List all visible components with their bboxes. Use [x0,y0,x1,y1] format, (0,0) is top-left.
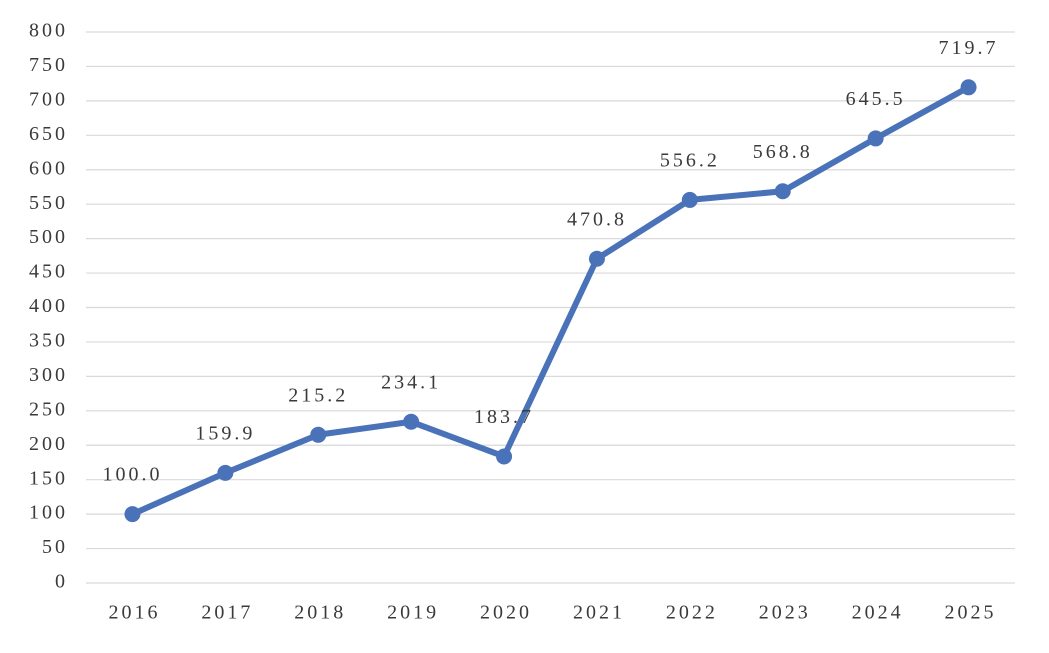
x-tick-label: 2018 [294,602,346,624]
marker [588,250,605,267]
y-tick-label: 450 [29,261,68,283]
x-tick-label: 2020 [480,602,532,624]
marker [217,464,234,481]
y-tick-label: 400 [29,295,68,317]
data-label: 100.0 [102,464,162,486]
x-tick-label: 2019 [387,602,439,624]
data-label: 556.2 [660,150,720,172]
line [131,84,970,517]
y-tick-label: 0 [55,571,68,593]
y-tick-label: 500 [29,226,68,248]
marker [774,183,791,200]
marker [867,130,884,147]
data-label: 183.7 [474,406,534,428]
x-tick-label: 2021 [573,602,625,624]
x-tick-label: 2022 [666,602,718,624]
x-tick-label: 2017 [201,602,253,624]
data-label: 719.7 [939,37,999,59]
y-tick-label: 550 [29,192,68,214]
x-tick-label: 2016 [108,602,160,624]
data-label: 645.5 [846,88,906,110]
data-label: 470.8 [567,208,627,230]
y-tick-label: 750 [29,54,68,76]
y-tick-label: 350 [29,330,68,352]
marker [960,79,977,96]
y-tick-label: 650 [29,123,68,145]
data-label: 234.1 [381,371,441,393]
y-tick-label: 600 [29,157,68,179]
y-tick-label: 150 [29,467,68,489]
data-label: 568.8 [753,141,813,163]
y-tick-label: 50 [42,536,68,558]
marker [496,448,513,465]
x-tick-label: 2023 [759,602,811,624]
marker [681,191,698,208]
x-tick-label: 2025 [945,602,997,624]
y-tick-label: 100 [29,502,68,524]
marker [124,506,141,523]
y-tick-label: 200 [29,433,68,455]
y-tick-label: 300 [29,364,68,386]
data-label: 159.9 [195,422,255,444]
x-tick-label: 2024 [852,602,904,624]
y-tick-label: 800 [29,20,68,42]
data-label: 215.2 [288,384,348,406]
y-tick-label: 700 [29,88,68,110]
y-tick-label: 250 [29,398,68,420]
marker [310,426,327,443]
marker [403,413,420,430]
